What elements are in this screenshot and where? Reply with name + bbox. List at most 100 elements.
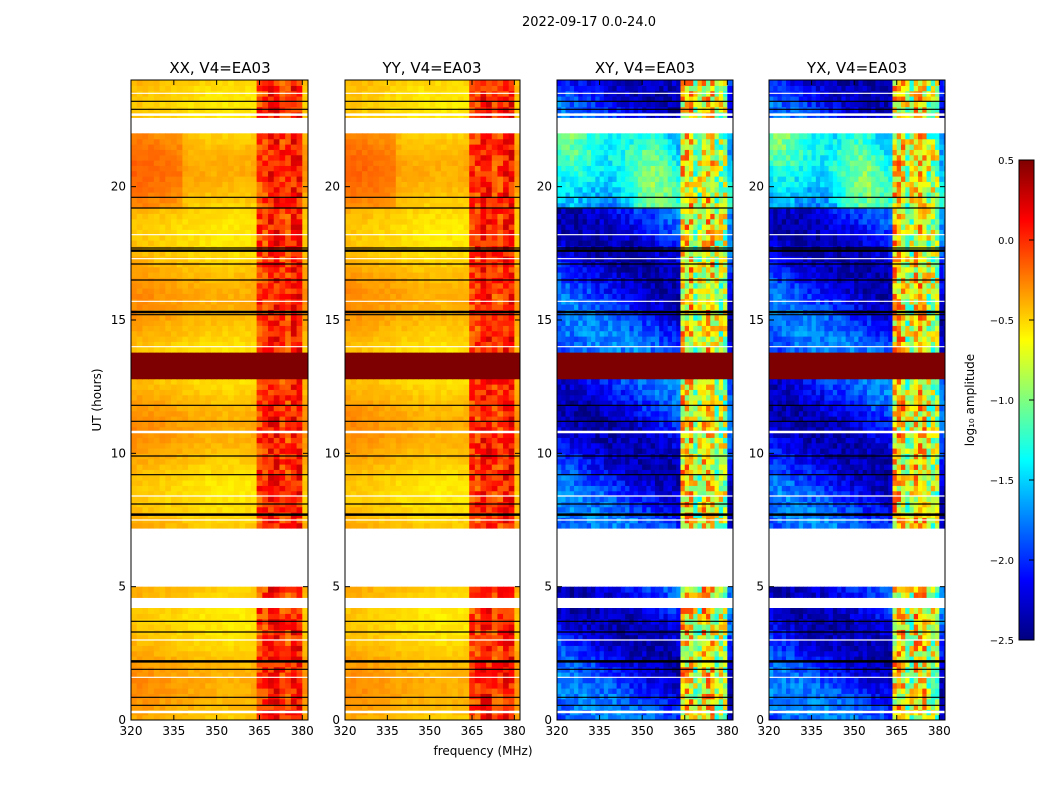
- heat-cell: [302, 442, 308, 449]
- heat-cell: [233, 469, 241, 476]
- heat-cell: [250, 160, 258, 166]
- heat-cell: [469, 410, 476, 417]
- heat-cell: [165, 373, 172, 380]
- heat-cell: [361, 458, 369, 465]
- heat-cell: [378, 458, 386, 465]
- heat-cell: [361, 490, 369, 497]
- heat-cell: [256, 229, 263, 236]
- heat-cell: [279, 405, 286, 412]
- heat-cell: [367, 650, 374, 657]
- heat-cell: [474, 496, 482, 502]
- heat-cell: [268, 234, 275, 241]
- heat-cell: [268, 282, 275, 289]
- heat-cell: [457, 432, 465, 438]
- heat-cell: [384, 693, 391, 700]
- heat-cell: [245, 149, 252, 156]
- heat-cell: [268, 218, 275, 225]
- heat-cell: [440, 357, 448, 364]
- heat-cell: [188, 426, 195, 433]
- heat-cell: [491, 394, 499, 401]
- heat-cell: [350, 362, 357, 369]
- heat-cell: [142, 650, 149, 657]
- heat-cell: [233, 592, 241, 598]
- heat-cell: [170, 378, 178, 385]
- heat-cell: [424, 704, 431, 710]
- heat-cell: [216, 405, 223, 412]
- heat-cell: [131, 80, 138, 86]
- heat-cell: [228, 400, 235, 406]
- heat-cell: [345, 480, 352, 486]
- heat-cell: [131, 485, 138, 492]
- heat-cell: [435, 485, 442, 492]
- heat-cell: [435, 592, 442, 598]
- heat-cell: [216, 144, 223, 150]
- heat-cell: [429, 661, 436, 668]
- heat-cell: [131, 186, 138, 193]
- heat-cell: [474, 688, 482, 694]
- heat-cell: [503, 640, 510, 646]
- heat-cell: [302, 336, 308, 342]
- heat-cell: [302, 266, 308, 273]
- heat-cell: [486, 613, 493, 620]
- heat-cell: [302, 325, 308, 332]
- heat-cell: [480, 389, 487, 396]
- heat-cell: [205, 442, 212, 449]
- heat-cell: [446, 394, 453, 401]
- heat-cell: [131, 522, 138, 529]
- heat-cell: [182, 357, 189, 364]
- heat-cell: [239, 346, 246, 353]
- heat-cell: [170, 357, 178, 364]
- heat-cell: [228, 181, 235, 188]
- heat-cell: [390, 661, 397, 668]
- heat-cell: [205, 160, 212, 166]
- heat-cell: [508, 634, 515, 641]
- heat-cell: [142, 682, 149, 689]
- heat-cell: [222, 250, 229, 257]
- heat-cell: [373, 634, 380, 641]
- heat-cell: [508, 704, 515, 710]
- heat-cell: [262, 160, 269, 166]
- heat-cell: [497, 656, 504, 662]
- heat-cell: [216, 394, 223, 401]
- heat-cell: [463, 432, 470, 438]
- heat-cell: [361, 394, 369, 401]
- heat-cell: [285, 448, 292, 454]
- heat-cell: [407, 485, 414, 492]
- heat-cell: [233, 656, 241, 662]
- heat-cell: [222, 693, 229, 700]
- heat-cell: [182, 608, 189, 614]
- heat-cell: [176, 160, 183, 166]
- heat-cell: [256, 186, 263, 193]
- heat-cell: [390, 437, 397, 444]
- heat-cell: [148, 314, 155, 321]
- heat-cell: [273, 640, 281, 646]
- heat-cell: [262, 426, 269, 433]
- heat-cell: [268, 266, 275, 273]
- heat-cell: [210, 357, 218, 364]
- heat-cell: [245, 613, 252, 620]
- heat-cell: [497, 592, 504, 598]
- heat-cell: [165, 421, 172, 428]
- heat-cell: [463, 400, 470, 406]
- heat-cell: [205, 469, 212, 476]
- heat-cell: [176, 208, 183, 214]
- heat-cell: [390, 704, 397, 710]
- heat-cell: [440, 693, 448, 700]
- heat-cell: [418, 384, 425, 390]
- heat-cell: [279, 341, 286, 348]
- heat-cell: [216, 384, 223, 390]
- heat-cell: [279, 677, 286, 684]
- heat-cell: [345, 437, 352, 444]
- heat-cell: [273, 688, 281, 694]
- heat-cell: [457, 480, 465, 486]
- heat-cell: [131, 165, 138, 172]
- heat-cell: [290, 661, 298, 668]
- heat-cell: [148, 490, 155, 497]
- heat-cell: [205, 357, 212, 364]
- heat-cell: [165, 293, 172, 300]
- heat-cell: [216, 282, 223, 289]
- heat-cell: [268, 138, 275, 145]
- heat-cell: [176, 176, 183, 182]
- heat-cell: [199, 448, 206, 454]
- heat-cell: [401, 677, 408, 684]
